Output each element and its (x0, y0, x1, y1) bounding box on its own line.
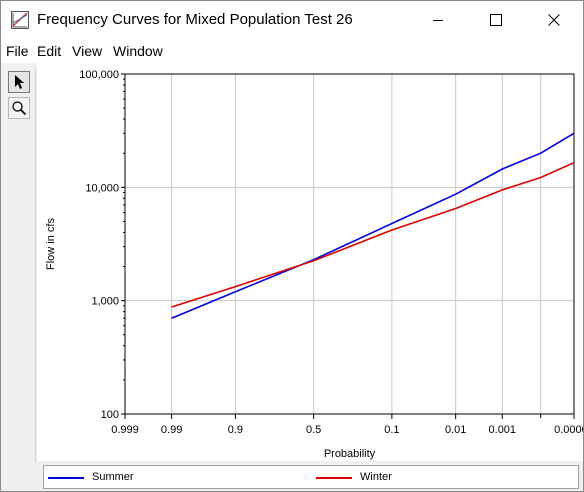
close-button[interactable] (525, 1, 583, 39)
frequency-chart-svg: 100 1,000 10,000 100,000 0.999 0.99 0.9 0.5 0.1 0… (45, 69, 583, 460)
x-axis-label: Probability (324, 448, 376, 460)
x-tick-label: 0.001 (489, 424, 517, 436)
maximize-icon (490, 14, 502, 26)
legend-label-winter: Winter (360, 471, 392, 483)
minimize-button[interactable] (409, 1, 467, 39)
x-tick-label: 0.9 (228, 424, 243, 436)
y-tick-label: 10,000 (85, 182, 119, 194)
menu-bar: File Edit View Window (1, 39, 583, 63)
chart-legend: Summer Winter (43, 465, 579, 489)
menu-file[interactable]: File (6, 43, 29, 59)
y-tick-label: 100,000 (79, 69, 119, 81)
x-tick-label: 0.00001 (554, 424, 583, 436)
frequency-plot[interactable]: 100 1,000 10,000 100,000 0.999 0.99 0.9 0.5 0.1 0… (37, 63, 583, 461)
pointer-tool-button[interactable] (8, 71, 30, 93)
window-title: Frequency Curves for Mixed Population Te… (37, 11, 353, 28)
x-tick-label: 0.999 (111, 424, 139, 436)
legend-swatch-winter (316, 477, 352, 479)
tool-strip (5, 69, 36, 463)
legend-label-summer: Summer (92, 471, 134, 483)
legend-swatch-summer (48, 477, 84, 479)
magnifier-icon (12, 101, 27, 116)
series-line-winter (171, 161, 575, 308)
menu-edit[interactable]: Edit (37, 43, 62, 59)
close-icon (548, 14, 560, 26)
x-tick-label: 0.01 (445, 424, 466, 436)
y-tick-label: 1,000 (91, 296, 119, 308)
y-axis-label: Flow in cfs (45, 218, 57, 270)
maximize-button[interactable] (467, 1, 525, 39)
zoom-tool-button[interactable] (8, 97, 30, 119)
title-bar[interactable]: Frequency Curves for Mixed Population Te… (1, 1, 583, 39)
menu-window[interactable]: Window (113, 43, 163, 59)
minimize-icon (433, 20, 443, 21)
legend-item-winter: Winter (316, 470, 456, 486)
x-tick-label: 0.1 (384, 424, 399, 436)
y-tick-label: 100 (101, 409, 119, 421)
menu-view[interactable]: View (72, 43, 103, 59)
series-line-summer (171, 132, 575, 319)
legend-item-summer: Summer (48, 470, 188, 486)
x-tick-label: 0.5 (306, 424, 321, 436)
plot-frame (124, 73, 575, 415)
x-tick-label: 0.99 (161, 424, 182, 436)
arrow-pointer-icon (15, 75, 24, 89)
chart-window-icon (11, 11, 29, 29)
